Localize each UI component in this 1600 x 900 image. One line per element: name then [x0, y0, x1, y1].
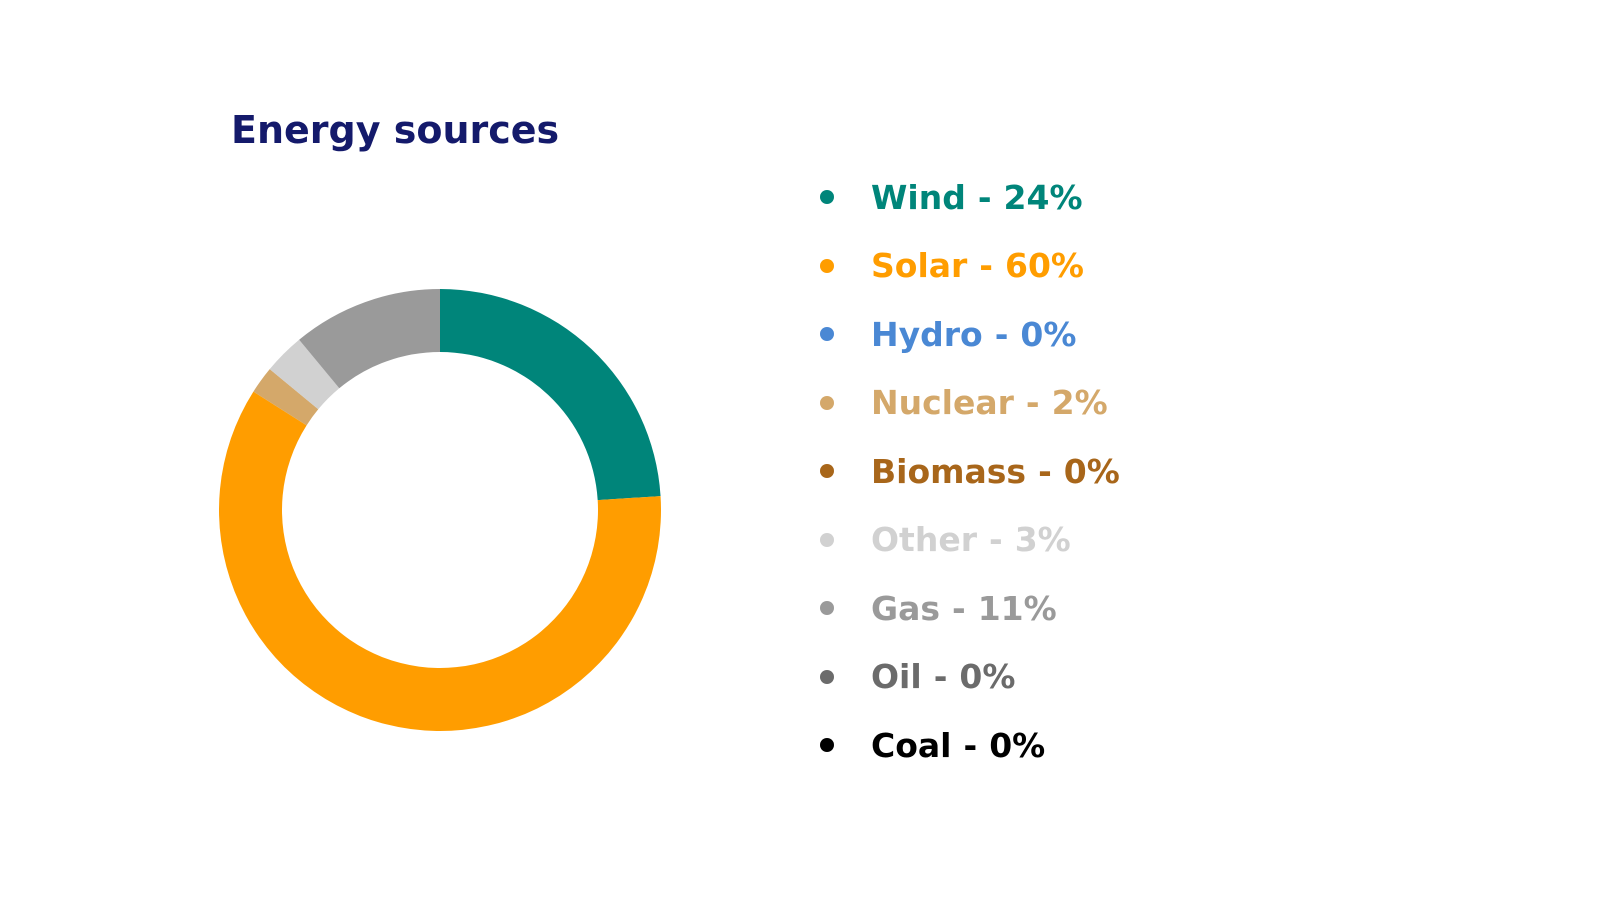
legend-label-solar: Solar	[871, 246, 968, 286]
legend-value-oil: 0%	[959, 657, 1016, 697]
legend-value-coal: 0%	[989, 725, 1046, 765]
legend-label-other: Other	[871, 520, 977, 560]
legend-item-coal: Coal -0%	[820, 711, 1120, 780]
legend-value-hydro: 0%	[1020, 314, 1077, 354]
legend-separator: -	[1038, 451, 1052, 491]
legend-label-wind: Wind	[871, 177, 966, 217]
donut-slice-nuclear	[253, 369, 319, 426]
legend-item-wind: Wind -24%	[820, 163, 1120, 232]
legend-separator: -	[933, 657, 948, 697]
donut-slice-gas	[299, 289, 440, 389]
legend-item-oil: Oil -0%	[820, 643, 1120, 712]
legend-marker-hydro	[820, 327, 834, 342]
legend-item-other: Other -3%	[820, 506, 1120, 575]
legend-item-solar: Solar -60%	[820, 232, 1120, 301]
legend-marker-coal	[820, 738, 834, 753]
legend-value-biomass: 0%	[1063, 451, 1120, 491]
legend-label-nuclear: Nuclear	[871, 383, 1014, 423]
legend-value-nuclear: 2%	[1051, 383, 1108, 423]
donut-slice-wind	[440, 289, 661, 501]
legend-separator: -	[963, 725, 978, 765]
legend-item-hydro: Hydro -0%	[820, 300, 1120, 369]
legend-label-oil: Oil	[871, 657, 922, 697]
donut-slice-other	[269, 339, 340, 410]
legend-separator: -	[977, 177, 992, 217]
chart-title: Energy sources	[231, 108, 560, 152]
legend-marker-biomass	[820, 464, 834, 479]
legend-separator: -	[988, 520, 1003, 560]
legend-value-other: 3%	[1014, 520, 1071, 560]
legend-value-solar: 60%	[1005, 246, 1084, 286]
legend-marker-solar	[820, 258, 834, 273]
legend-separator: -	[1025, 383, 1040, 423]
legend-label-coal: Coal	[871, 725, 952, 765]
legend-item-gas: Gas -11%	[820, 574, 1120, 643]
legend-marker-other	[820, 532, 834, 547]
legend-item-biomass: Biomass -0%	[820, 437, 1120, 506]
legend-value-wind: 24%	[1003, 177, 1083, 217]
legend-label-biomass: Biomass	[871, 451, 1027, 491]
legend-marker-wind	[820, 190, 834, 205]
donut-slice-solar	[219, 391, 662, 731]
legend-label-hydro: Hydro	[871, 314, 983, 354]
chart-legend: Wind -24% Solar -60% Hydro -0% Nuclear -2% Bioma…	[820, 163, 1120, 780]
legend-label-gas: Gas	[871, 588, 940, 628]
legend-marker-gas	[820, 601, 834, 616]
legend-separator: -	[952, 588, 966, 628]
legend-item-nuclear: Nuclear -2%	[820, 369, 1120, 438]
legend-separator: -	[979, 246, 993, 286]
legend-marker-oil	[820, 669, 834, 684]
legend-value-gas: 11%	[977, 588, 1057, 628]
legend-marker-nuclear	[820, 395, 834, 410]
legend-separator: -	[994, 314, 1009, 354]
donut-chart	[219, 289, 662, 731]
